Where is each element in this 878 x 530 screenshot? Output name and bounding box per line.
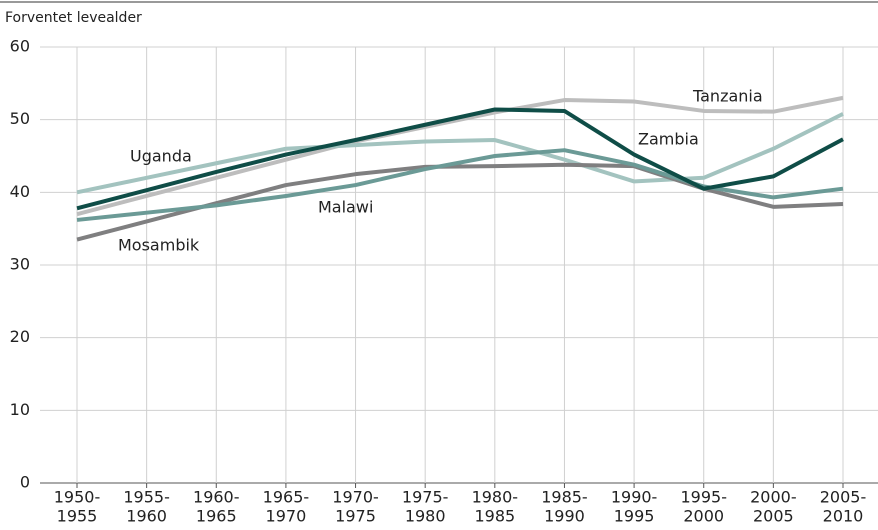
x-tick-label: 1975- <box>402 488 449 507</box>
x-tick-label: 1965 <box>196 507 237 526</box>
x-tick-label: 1990- <box>611 488 658 507</box>
x-tick-label: 1960- <box>193 488 240 507</box>
x-tick-label: 1960 <box>126 507 167 526</box>
x-tick-label: 1970- <box>332 488 379 507</box>
x-tick-label: 2010 <box>823 507 864 526</box>
x-tick-label: 1980- <box>472 488 519 507</box>
x-tick-label: 1955- <box>123 488 170 507</box>
x-tick-label: 1985- <box>541 488 588 507</box>
x-tick-label: 1955 <box>57 507 98 526</box>
x-tick-label: 1965- <box>263 488 310 507</box>
series-line <box>76 162 844 242</box>
x-tick-label: 2000- <box>750 488 797 507</box>
series-label: Malawi <box>318 198 373 217</box>
series-line <box>76 107 844 211</box>
series-label: Uganda <box>130 147 192 166</box>
y-tick-label: 0 <box>20 473 30 492</box>
series-label: Tanzania <box>692 87 763 106</box>
series-line <box>76 112 844 195</box>
x-tick-label: 1985 <box>474 507 515 526</box>
y-tick-label: 20 <box>10 327 30 346</box>
x-tick-label: 2005 <box>753 507 794 526</box>
y-tick-label: 30 <box>10 255 30 274</box>
series-label: Mosambik <box>118 236 200 255</box>
x-tick-label: 1950- <box>54 488 101 507</box>
series-line <box>76 95 844 217</box>
x-tick-label: 1975 <box>335 507 376 526</box>
y-tick-label: 40 <box>10 182 30 201</box>
x-tick-label: 1970 <box>266 507 307 526</box>
y-tick-label: 50 <box>10 109 30 128</box>
x-tick-label: 1995- <box>680 488 727 507</box>
y-axis-label: Forventet levealder <box>5 10 142 26</box>
series-label: Zambia <box>638 130 699 149</box>
x-tick-label: 1990 <box>544 507 585 526</box>
x-tick-label: 1995 <box>614 507 655 526</box>
x-tick-label: 1980 <box>405 507 446 526</box>
x-tick-label: 2000 <box>683 507 724 526</box>
y-tick-label: 10 <box>10 400 30 419</box>
x-tick-label: 2005- <box>820 488 867 507</box>
y-tick-label: 60 <box>10 37 30 56</box>
